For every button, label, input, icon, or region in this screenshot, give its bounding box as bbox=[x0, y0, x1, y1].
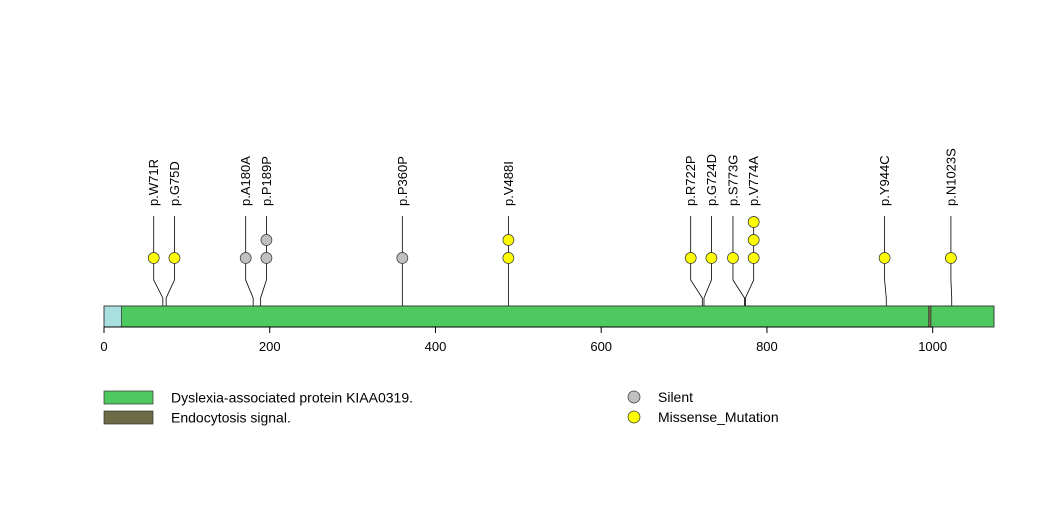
mutation-label: p.Y944C bbox=[877, 155, 892, 206]
mutation-label: p.V488I bbox=[501, 161, 516, 206]
mutation-label: p.S773G bbox=[725, 155, 740, 206]
mutation-head bbox=[260, 234, 273, 246]
mutation-label: p.W71R bbox=[146, 159, 161, 206]
axis-tick-label: 400 bbox=[425, 339, 447, 354]
mutation-head bbox=[502, 234, 515, 246]
mutation-head bbox=[705, 252, 718, 264]
legend-type-label: Missense_Mutation bbox=[658, 409, 779, 425]
mutation-head bbox=[747, 234, 760, 246]
mutation-label: p.R722P bbox=[683, 155, 698, 206]
axis-tick-label: 600 bbox=[590, 339, 612, 354]
mutation-label: p.G75D bbox=[167, 161, 182, 206]
axis-tick-label: 0 bbox=[100, 339, 107, 354]
mutation-head bbox=[747, 252, 760, 264]
mutation-head bbox=[747, 216, 760, 228]
protein-track bbox=[103, 305, 995, 328]
domain-0 bbox=[121, 305, 995, 328]
mutation-head bbox=[147, 252, 160, 264]
legend-type-marker bbox=[627, 390, 641, 404]
mutation-label: p.G724D bbox=[704, 154, 719, 206]
legend-domain-label: Dyslexia-associated protein KIAA0319. bbox=[171, 390, 413, 406]
domain-1 bbox=[928, 305, 932, 328]
mutation-head bbox=[727, 252, 739, 264]
mutation-head bbox=[239, 252, 252, 264]
legend-domain-swatch bbox=[103, 410, 154, 425]
mutation-head bbox=[260, 252, 273, 264]
mutation-head bbox=[945, 252, 957, 264]
legend-type-marker bbox=[627, 410, 641, 424]
legend: Dyslexia-associated protein KIAA0319. End… bbox=[103, 389, 779, 426]
mutation-head bbox=[168, 252, 181, 264]
position-axis: 0 200 400 600 800 1000 bbox=[100, 326, 947, 354]
axis-tick-label: 200 bbox=[259, 339, 281, 354]
legend-domain-swatch bbox=[103, 390, 154, 405]
legend-domain-label: Endocytosis signal. bbox=[171, 410, 291, 426]
legend-type-label: Silent bbox=[658, 389, 693, 405]
mutation-head bbox=[396, 252, 409, 264]
mutation-label: p.P189P bbox=[259, 156, 274, 206]
mutation-labels: p.W71R p.G75D p.A180A p.P189P p.P360P p.V488I… bbox=[146, 148, 958, 206]
mutation-head bbox=[684, 252, 697, 264]
mutation-head bbox=[878, 252, 891, 264]
axis-tick-label: 800 bbox=[756, 339, 778, 354]
signal-region bbox=[103, 305, 122, 328]
mutation-head bbox=[502, 252, 515, 264]
mutation-label: p.V774A bbox=[746, 156, 761, 206]
mutation-heads bbox=[147, 216, 957, 264]
mutation-label: p.N1023S bbox=[943, 148, 958, 206]
axis-tick-label: 1000 bbox=[918, 339, 947, 354]
mutation-label: p.A180A bbox=[238, 156, 253, 206]
mutation-label: p.P360P bbox=[395, 156, 410, 206]
